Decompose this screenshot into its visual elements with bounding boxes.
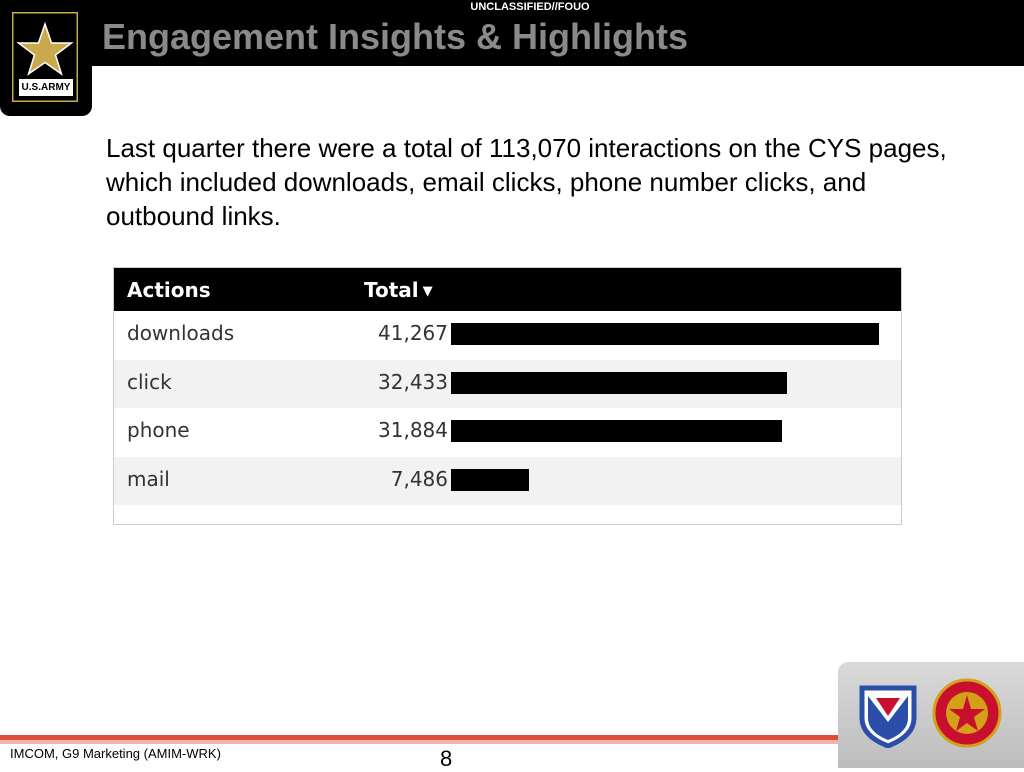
column-header-actions[interactable]: Actions xyxy=(127,278,211,302)
total-value: 31,884 xyxy=(378,418,448,442)
total-value: 7,486 xyxy=(390,466,448,491)
army-logo: U.S.ARMY xyxy=(0,0,92,116)
action-label: phone xyxy=(127,418,190,442)
total-bar xyxy=(451,323,879,345)
table-header: Actions Total ▼ xyxy=(114,268,901,311)
intro-text: Last quarter there were a total of 113,0… xyxy=(106,133,947,231)
header-bar: UNCLASSIFIED//FOUO Engagement Insights &… xyxy=(0,0,1024,66)
slide-title: Engagement Insights & Highlights xyxy=(102,16,689,57)
table-row: downloads 41,267 xyxy=(114,311,901,359)
total-value: 32,433 xyxy=(378,369,448,394)
sort-descending-icon[interactable]: ▼ xyxy=(422,284,433,299)
column-header-total-label: Total xyxy=(364,278,419,302)
table-row: mail 7,486 xyxy=(114,456,901,505)
total-bar xyxy=(451,468,529,491)
classification-banner: UNCLASSIFIED//FOUO xyxy=(470,1,590,13)
table-row: phone 31,884 xyxy=(114,408,901,456)
army-wordmark: U.S.ARMY xyxy=(19,79,73,96)
insignia-tab xyxy=(838,662,1024,768)
footer-divider xyxy=(0,735,838,740)
action-label: click xyxy=(127,369,172,394)
table-row: click 32,433 xyxy=(114,359,901,408)
army-star-icon xyxy=(12,12,78,102)
column-header-total[interactable]: Total ▼ xyxy=(364,278,433,302)
installation-support-seal-icon xyxy=(932,678,1002,748)
action-label: downloads xyxy=(127,321,235,345)
army-materiel-command-patch-icon xyxy=(859,685,917,748)
total-bar xyxy=(451,420,782,442)
total-value: 41,267 xyxy=(378,321,448,345)
page-number: 8 xyxy=(440,746,453,771)
total-bar xyxy=(451,371,787,394)
actions-table: Actions Total ▼ downloads 41,267 click 32,43… xyxy=(113,267,902,525)
action-label: mail xyxy=(127,466,170,491)
footer-org: IMCOM, G9 Marketing (AMIM-WRK) xyxy=(10,746,221,761)
footer-divider-shadow xyxy=(0,740,838,744)
